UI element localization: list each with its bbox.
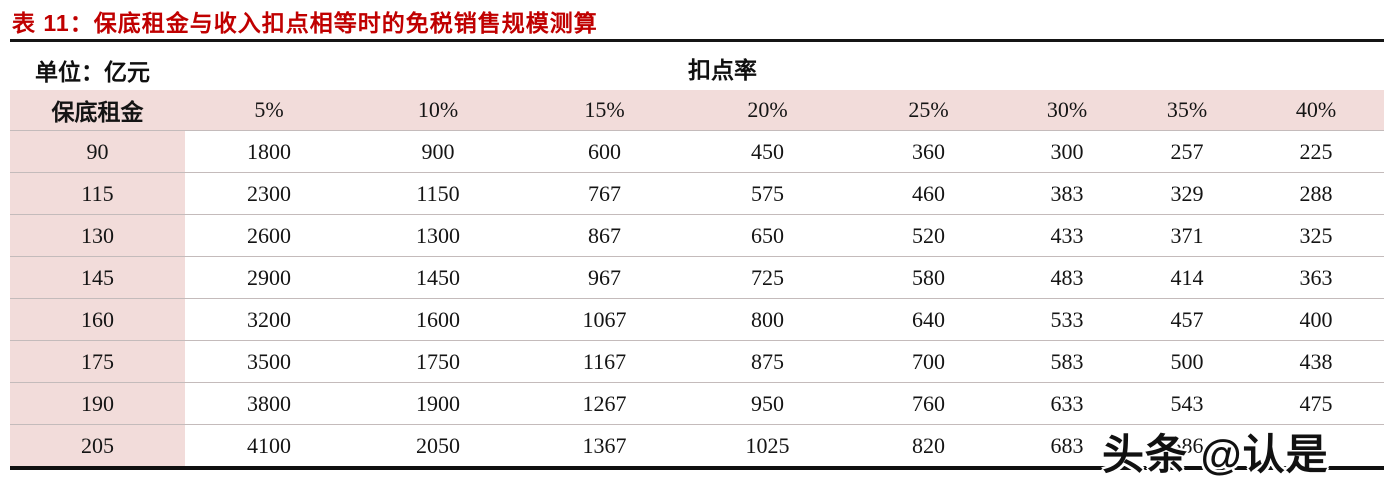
value-cell: 2300 bbox=[185, 172, 353, 215]
value-cell: 329 bbox=[1126, 172, 1248, 215]
value-cell: 633 bbox=[1008, 382, 1126, 425]
rent-cell: 130 bbox=[10, 214, 185, 257]
value-cell: 288 bbox=[1248, 172, 1384, 215]
column-header-rate-25: 25% bbox=[849, 90, 1008, 131]
value-cell: 1367 bbox=[523, 424, 686, 467]
value-cell: 533 bbox=[1008, 298, 1126, 341]
title-divider-rule bbox=[10, 39, 1384, 42]
column-header-rate-40: 40% bbox=[1248, 90, 1384, 131]
value-cell: 800 bbox=[686, 298, 849, 341]
value-cell: 457 bbox=[1126, 298, 1248, 341]
value-cell: 700 bbox=[849, 340, 1008, 383]
value-cell: 2050 bbox=[353, 424, 523, 467]
value-cell: 900 bbox=[353, 130, 523, 173]
value-cell: 575 bbox=[686, 172, 849, 215]
page-title: 表 11：保底租金与收入扣点相等时的免税销售规模测算 bbox=[12, 10, 598, 36]
value-cell: 257 bbox=[1126, 130, 1248, 173]
rent-cell: 160 bbox=[10, 298, 185, 341]
value-cell: 543 bbox=[1126, 382, 1248, 425]
table-row: 190 3800 1900 1267 950 760 633 543 475 bbox=[10, 382, 1384, 425]
value-cell: 363 bbox=[1248, 256, 1384, 299]
value-cell: 1800 bbox=[185, 130, 353, 173]
value-cell: 500 bbox=[1126, 340, 1248, 383]
value-cell: 371 bbox=[1126, 214, 1248, 257]
value-cell: 640 bbox=[849, 298, 1008, 341]
value-cell: 725 bbox=[686, 256, 849, 299]
value-cell: 1150 bbox=[353, 172, 523, 215]
rent-cell: 175 bbox=[10, 340, 185, 383]
rent-cell: 145 bbox=[10, 256, 185, 299]
column-header-rate-15: 15% bbox=[523, 90, 686, 131]
rent-cell: 115 bbox=[10, 172, 185, 215]
value-cell: 1025 bbox=[686, 424, 849, 467]
value-cell: 433 bbox=[1008, 214, 1126, 257]
watermark: 头条 @认是 bbox=[1102, 431, 1329, 478]
value-cell: 475 bbox=[1248, 382, 1384, 425]
column-header-rate-20: 20% bbox=[686, 90, 849, 131]
column-header-rate-5: 5% bbox=[185, 90, 353, 131]
table-row: 205 4100 2050 1367 1025 820 683 586 bbox=[10, 424, 1384, 467]
table-row: 115 2300 1150 767 575 460 383 329 288 bbox=[10, 172, 1384, 215]
table-row: 160 3200 1600 1067 800 640 533 457 400 bbox=[10, 298, 1384, 341]
value-cell: 3500 bbox=[185, 340, 353, 383]
value-cell: 760 bbox=[849, 382, 1008, 425]
value-cell: 460 bbox=[849, 172, 1008, 215]
rent-cell: 90 bbox=[10, 130, 185, 173]
table-bottom-rule bbox=[10, 466, 1384, 470]
value-cell: 3200 bbox=[185, 298, 353, 341]
value-cell: 1750 bbox=[353, 340, 523, 383]
value-cell: 1267 bbox=[523, 382, 686, 425]
value-cell: 383 bbox=[1008, 172, 1126, 215]
value-cell: 300 bbox=[1008, 130, 1126, 173]
value-cell: 483 bbox=[1008, 256, 1126, 299]
value-cell: 520 bbox=[849, 214, 1008, 257]
value-cell: 450 bbox=[686, 130, 849, 173]
value-cell: 1450 bbox=[353, 256, 523, 299]
unit-label: 单位：亿元 bbox=[35, 60, 150, 85]
value-cell: 1167 bbox=[523, 340, 686, 383]
value-cell: 1067 bbox=[523, 298, 686, 341]
value-cell: 2900 bbox=[185, 256, 353, 299]
rate-group-label: 扣点率 bbox=[688, 58, 757, 83]
value-cell: 360 bbox=[849, 130, 1008, 173]
column-header-rate-10: 10% bbox=[353, 90, 523, 131]
value-cell: 583 bbox=[1008, 340, 1126, 383]
value-cell: 650 bbox=[686, 214, 849, 257]
value-cell: 1900 bbox=[353, 382, 523, 425]
column-header-rate-30: 30% bbox=[1008, 90, 1126, 131]
value-cell: 580 bbox=[849, 256, 1008, 299]
value-cell: 2600 bbox=[185, 214, 353, 257]
table-header-row: 保底租金 5% 10% 15% 20% 25% 30% 35% 40% bbox=[10, 90, 1384, 131]
value-cell: 820 bbox=[849, 424, 1008, 467]
value-cell: 875 bbox=[686, 340, 849, 383]
column-header-rate-35: 35% bbox=[1126, 90, 1248, 131]
value-cell: 600 bbox=[523, 130, 686, 173]
table-row: 175 3500 1750 1167 875 700 583 500 438 bbox=[10, 340, 1384, 383]
table-row: 145 2900 1450 967 725 580 483 414 363 bbox=[10, 256, 1384, 299]
value-cell: 1600 bbox=[353, 298, 523, 341]
deduction-rate-table: 保底租金 5% 10% 15% 20% 25% 30% 35% 40% 90 1… bbox=[10, 90, 1384, 467]
value-cell: 950 bbox=[686, 382, 849, 425]
value-cell: 767 bbox=[523, 172, 686, 215]
value-cell: 225 bbox=[1248, 130, 1384, 173]
column-header-rent: 保底租金 bbox=[10, 90, 185, 131]
rent-cell: 205 bbox=[10, 424, 185, 467]
rent-cell: 190 bbox=[10, 382, 185, 425]
value-cell: 867 bbox=[523, 214, 686, 257]
table-row: 130 2600 1300 867 650 520 433 371 325 bbox=[10, 214, 1384, 257]
value-cell: 1300 bbox=[353, 214, 523, 257]
value-cell: 967 bbox=[523, 256, 686, 299]
value-cell: 400 bbox=[1248, 298, 1384, 341]
table-row: 90 1800 900 600 450 360 300 257 225 bbox=[10, 130, 1384, 173]
value-cell: 4100 bbox=[185, 424, 353, 467]
value-cell: 3800 bbox=[185, 382, 353, 425]
value-cell: 438 bbox=[1248, 340, 1384, 383]
value-cell: 325 bbox=[1248, 214, 1384, 257]
value-cell: 414 bbox=[1126, 256, 1248, 299]
table-meta-row: 单位：亿元 扣点率 bbox=[10, 46, 1384, 88]
